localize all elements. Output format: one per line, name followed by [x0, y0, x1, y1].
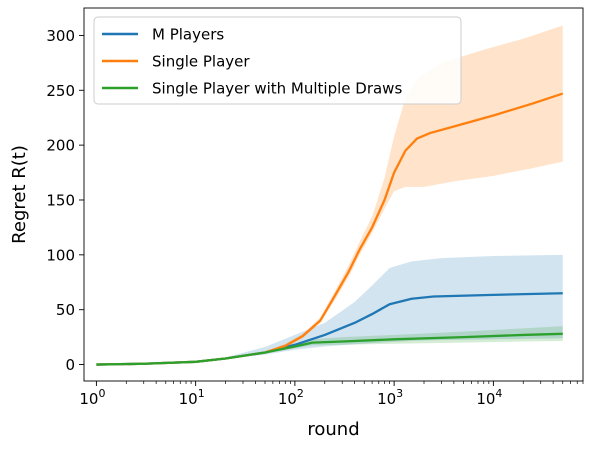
- plot-area: [96, 25, 564, 366]
- x-axis-ticks: 100 101 102 103 104: [79, 381, 584, 408]
- y-tick-label: 50: [56, 301, 75, 319]
- y-axis-label: Regret R(t): [9, 145, 30, 244]
- line-series-2: [96, 332, 563, 366]
- x-tick-label: 103: [377, 387, 403, 408]
- x-tick-label: 101: [179, 387, 205, 408]
- legend-label-0: M Players: [152, 26, 224, 44]
- plot-frame: [83, 7, 584, 382]
- band-series-0: [96, 254, 563, 365]
- x-axis-label: round: [307, 419, 359, 440]
- x-tick-label: 100: [79, 387, 105, 408]
- y-tick-label: 300: [46, 27, 75, 45]
- y-tick-label: 200: [46, 137, 75, 155]
- y-tick-label: 150: [46, 191, 75, 209]
- y-tick-label: 0: [65, 356, 75, 374]
- band-series-2: [96, 326, 563, 365]
- x-tick-label: 104: [476, 387, 502, 408]
- series-lines: [96, 92, 564, 366]
- legend-label-2: Single Player with Multiple Draws: [152, 80, 402, 98]
- y-axis-ticks: 0 50 100 150 200 250 300: [46, 27, 84, 374]
- legend-label-1: Single Player: [152, 53, 250, 71]
- band-series-1: [96, 25, 563, 365]
- legend: M Players Single Player Single Player with…: [93, 16, 462, 105]
- x-tick-label: 102: [278, 387, 304, 408]
- y-tick-label: 250: [46, 82, 75, 100]
- legend-box: [93, 16, 462, 105]
- y-tick-label: 100: [46, 246, 75, 264]
